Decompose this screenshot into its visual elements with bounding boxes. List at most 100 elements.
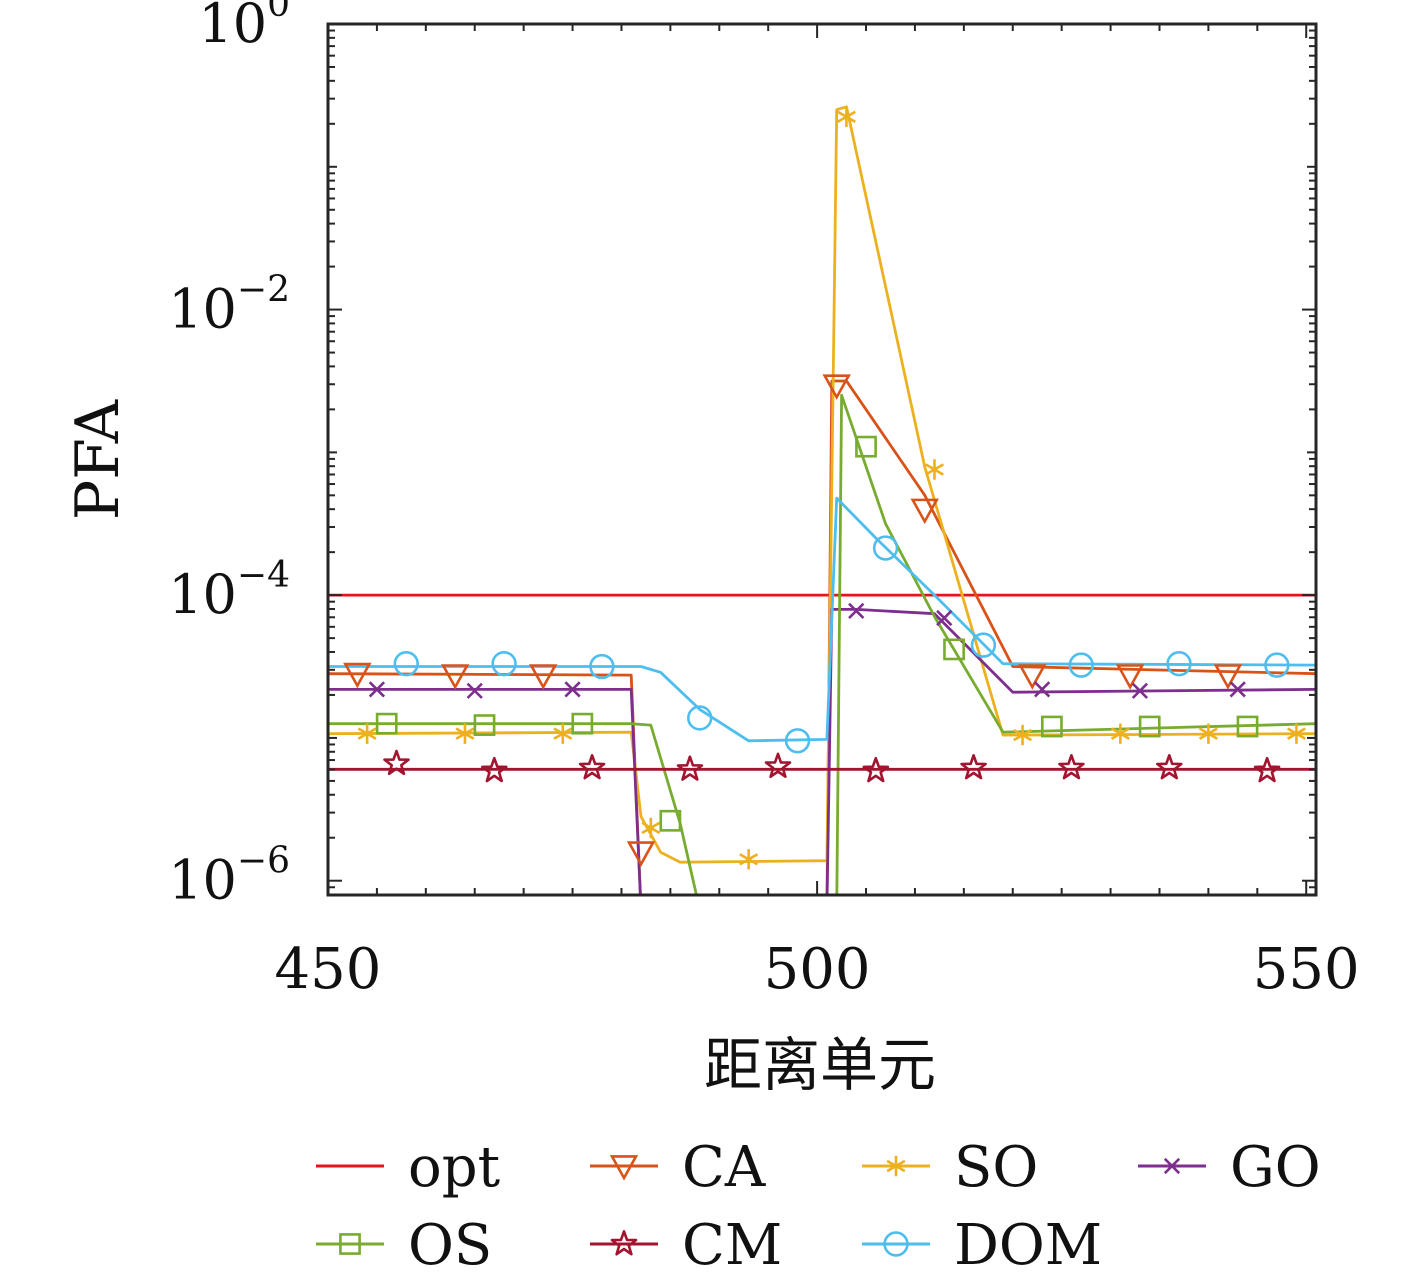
- data-point-os: [855, 435, 877, 458]
- data-point-cm: [578, 753, 606, 780]
- series-line-ca: [328, 379, 1316, 895]
- data-point-dom: [491, 650, 517, 677]
- legend-marker-cm: [610, 1230, 638, 1256]
- data-point-so: [455, 723, 475, 744]
- y-tick-base: 10: [168, 563, 237, 626]
- data-point-cm: [862, 756, 890, 783]
- data-point-go: [466, 682, 483, 699]
- data-point-dom: [1068, 652, 1094, 678]
- series-line-dom: [328, 496, 1316, 743]
- data-point-so: [739, 849, 759, 870]
- data-point-ca: [1018, 664, 1047, 690]
- data-point-go: [1229, 681, 1246, 698]
- y-tick-label: 10−2: [168, 270, 290, 341]
- y-axis-label: PFA: [63, 399, 133, 520]
- data-point-so: [357, 723, 377, 744]
- data-point-ca: [528, 664, 558, 690]
- data-point-dom: [393, 650, 419, 677]
- data-point-os: [659, 809, 682, 832]
- y-tick-label: 100: [198, 0, 290, 55]
- data-point-so: [836, 106, 856, 128]
- data-point-ca: [1213, 664, 1243, 690]
- y-tick-base: 10: [168, 849, 237, 912]
- legend-item-os: OS: [316, 1213, 492, 1276]
- data-point-dom: [872, 535, 899, 561]
- data-point-os: [375, 712, 398, 735]
- data-point-os: [473, 714, 496, 736]
- y-tick-base: 10: [168, 278, 237, 341]
- data-point-ca: [1115, 664, 1145, 690]
- legend-item-cm: CM: [590, 1213, 782, 1276]
- data-point-go: [1033, 681, 1051, 698]
- legend-label: OS: [408, 1213, 492, 1276]
- y-tick-base: 10: [198, 0, 267, 55]
- data-point-so: [641, 817, 661, 839]
- data-point-cm: [1058, 753, 1085, 780]
- data-point-os: [571, 712, 594, 735]
- data-point-go: [848, 602, 865, 619]
- data-point-so: [1013, 724, 1033, 746]
- x-tick-label: 500: [764, 937, 871, 1002]
- series-lines: [328, 105, 1316, 895]
- data-point-cm: [676, 755, 704, 781]
- data-point-dom: [1166, 650, 1192, 677]
- y-tick-exponent: −4: [237, 555, 290, 596]
- y-tick-exponent: −2: [237, 270, 290, 311]
- legend-label: GO: [1230, 1135, 1321, 1200]
- data-point-ca: [910, 498, 939, 525]
- data-point-go: [1131, 682, 1149, 699]
- x-tick-label: 550: [1253, 937, 1360, 1002]
- y-tick-label: 10−4: [168, 555, 290, 626]
- data-point-dom: [970, 632, 997, 658]
- data-point-dom: [1264, 652, 1290, 678]
- data-point-so: [925, 459, 944, 480]
- data-point-ca: [440, 664, 470, 690]
- data-point-cm: [764, 752, 792, 779]
- data-point-so: [1198, 723, 1218, 744]
- data-point-so: [553, 723, 573, 744]
- data-point-go: [936, 609, 953, 627]
- data-point-cm: [1156, 753, 1183, 780]
- y-tick-exponent: 0: [267, 0, 290, 25]
- legend-item-dom: DOM: [862, 1213, 1102, 1276]
- legend-label: opt: [408, 1135, 501, 1200]
- data-point-go: [564, 681, 581, 698]
- data-point-go: [368, 681, 386, 698]
- x-tick-label: 450: [275, 937, 382, 1002]
- data-point-so: [1110, 723, 1130, 744]
- y-tick-exponent: −6: [237, 841, 290, 882]
- legend-marker-go: [1163, 1157, 1181, 1175]
- data-point-ca: [822, 374, 851, 400]
- data-point-cm: [480, 756, 508, 783]
- legend-item-so: SO: [862, 1135, 1038, 1200]
- legend-marker-so: [886, 1155, 906, 1177]
- legend-item-opt: opt: [316, 1135, 501, 1200]
- data-point-ca: [626, 841, 656, 867]
- legend-label: CA: [682, 1135, 766, 1200]
- legend-item-ca: CA: [590, 1135, 766, 1200]
- data-point-os: [1236, 715, 1259, 738]
- data-point-cm: [1253, 756, 1281, 783]
- legend-marker-ca: [609, 1155, 639, 1181]
- data-point-os: [1138, 715, 1161, 738]
- data-point-dom: [687, 705, 713, 731]
- data-point-so: [1286, 723, 1306, 744]
- data-point-cm: [960, 753, 987, 780]
- legend-label: CM: [682, 1213, 782, 1276]
- data-point-os: [1040, 715, 1063, 738]
- legend-label: SO: [954, 1135, 1038, 1200]
- series-line-os: [328, 393, 1316, 895]
- series-line-so: [328, 105, 1316, 864]
- legend-marker-os: [339, 1233, 361, 1255]
- legend: opt CA SO GO OS CM DOM: [316, 1135, 1321, 1276]
- data-point-os: [943, 638, 965, 661]
- legend-label: DOM: [954, 1213, 1102, 1276]
- data-point-dom: [784, 728, 811, 754]
- y-tick-label: 10−6: [168, 841, 290, 912]
- data-point-dom: [589, 653, 615, 680]
- series-markers: [343, 106, 1306, 870]
- legend-marker-dom: [883, 1231, 909, 1257]
- x-axis-label: 距离单元: [704, 1031, 936, 1099]
